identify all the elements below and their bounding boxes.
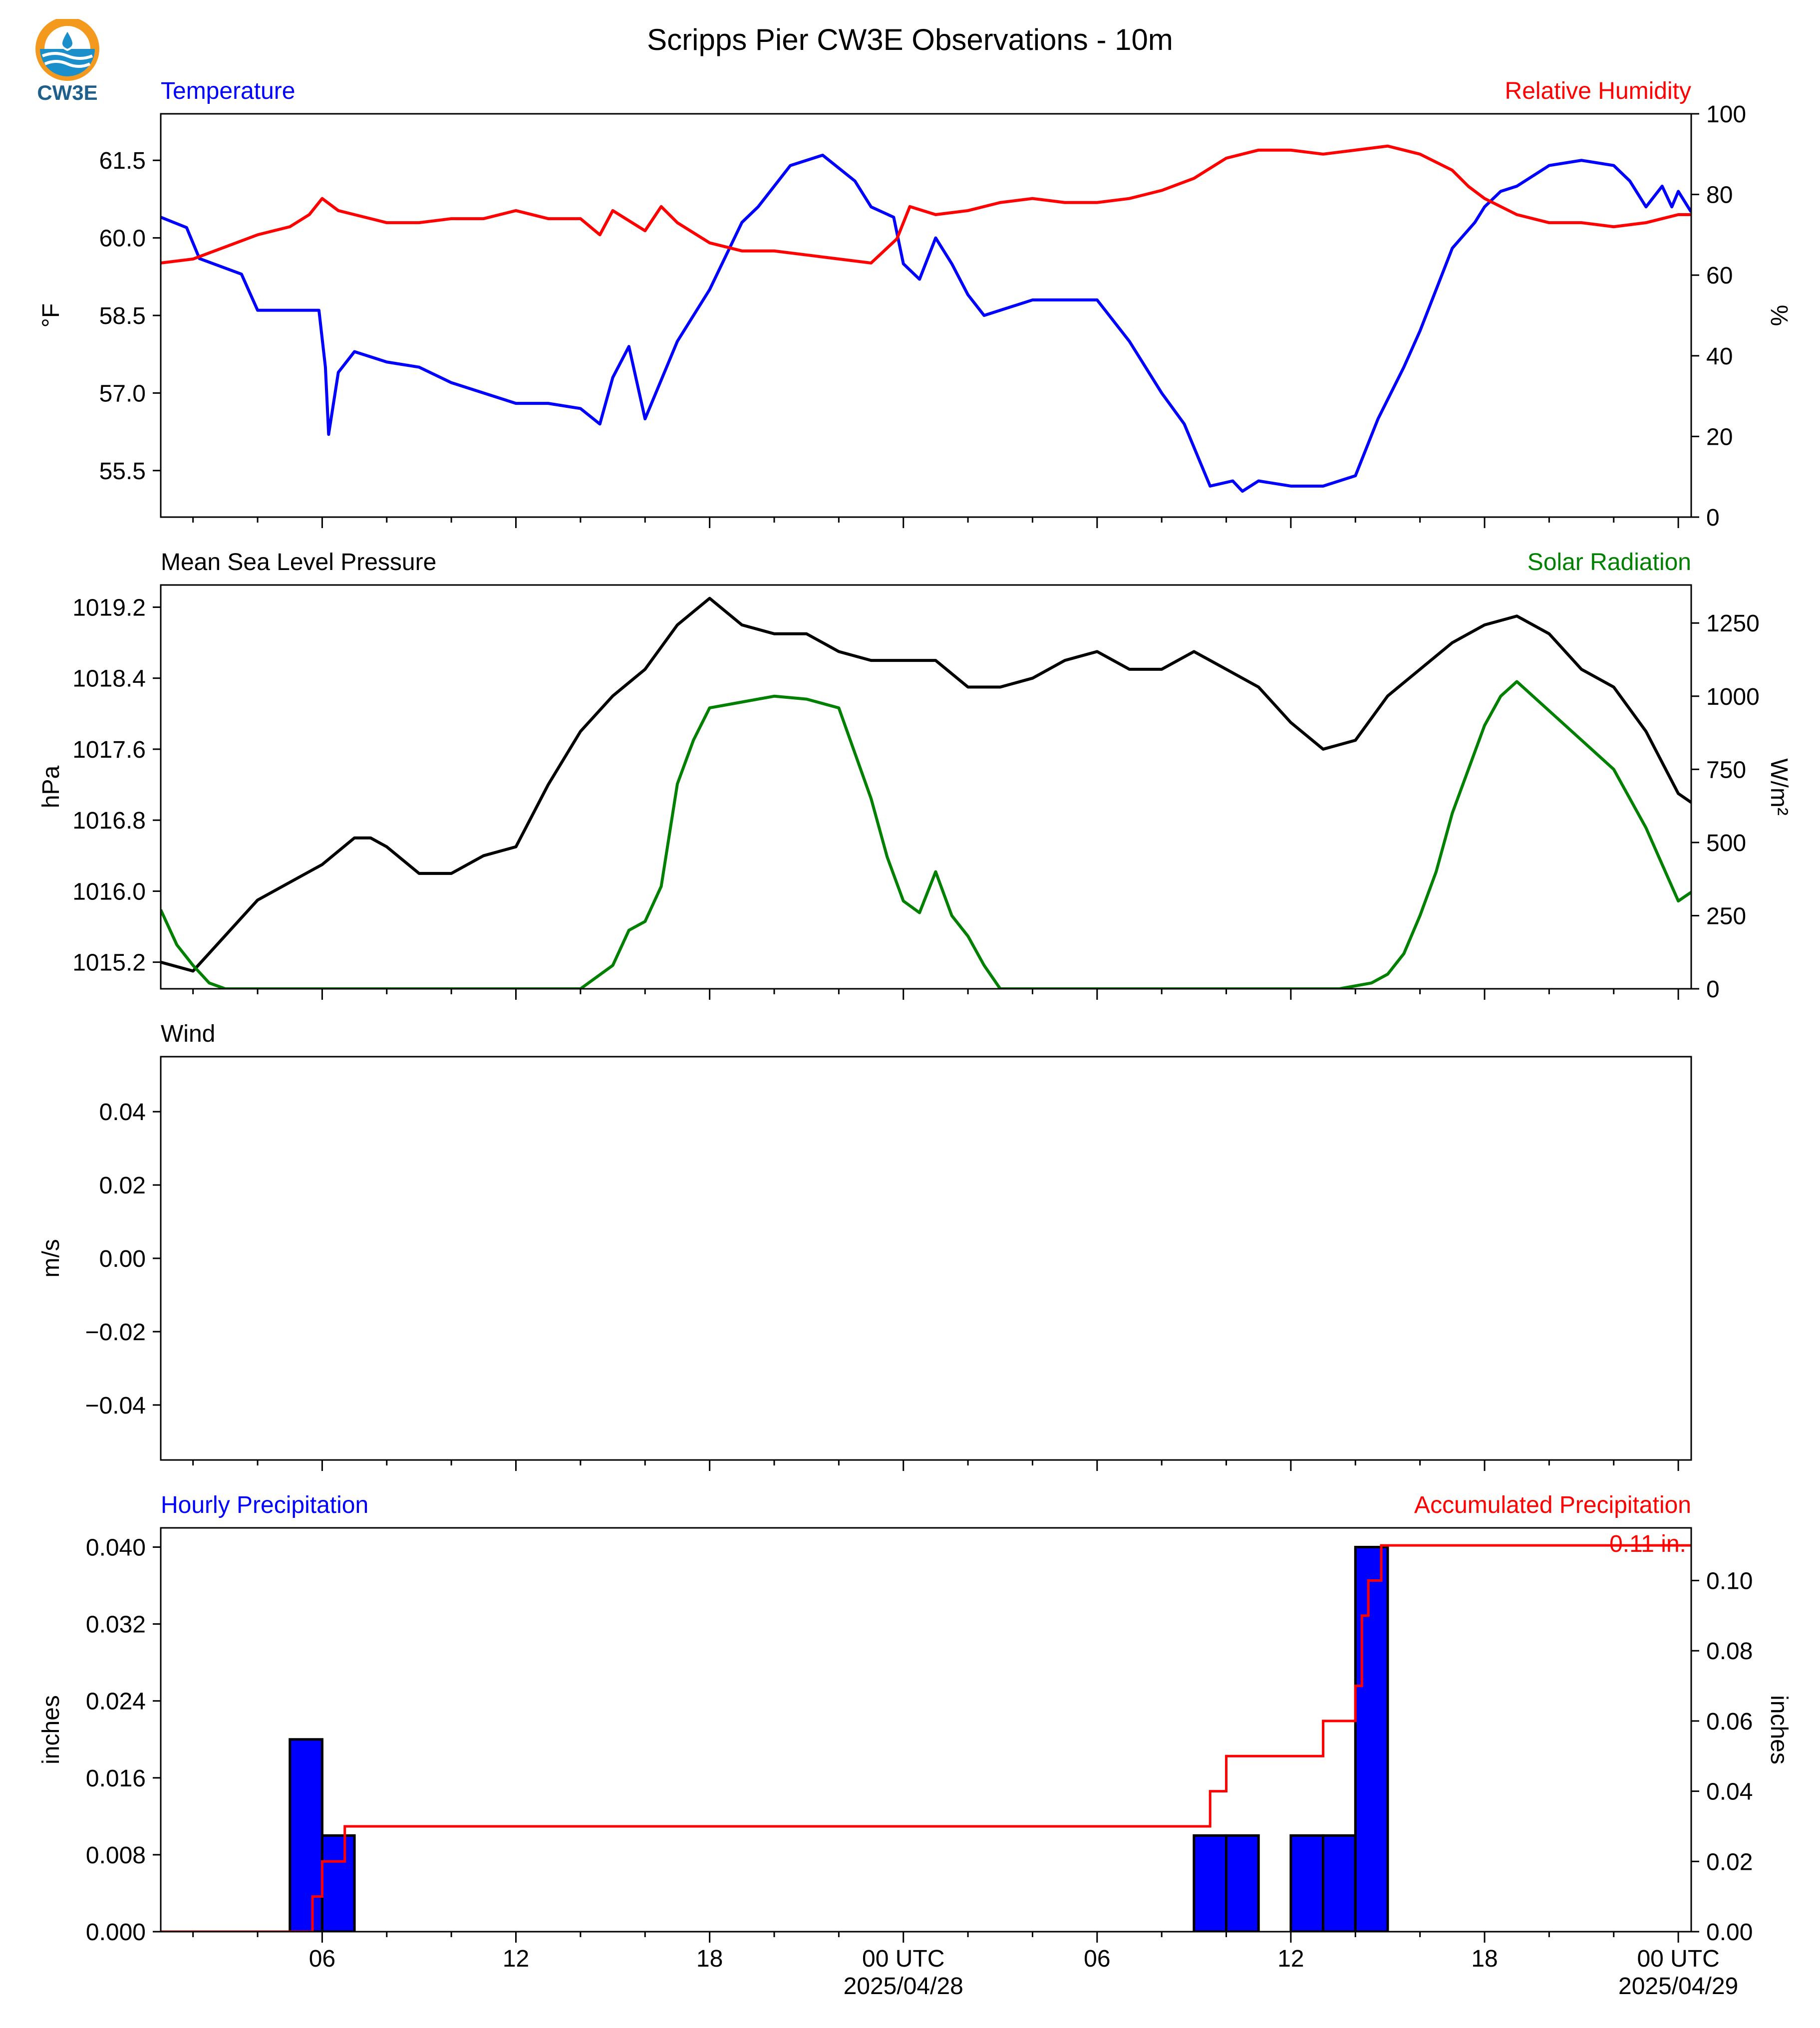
panel-right-title: Relative Humidity	[1505, 78, 1691, 104]
logo-text: CW3E	[37, 81, 97, 104]
right-axis-label: %	[1766, 305, 1792, 326]
panel-frame	[160, 584, 1692, 990]
left-tick-label: 0.032	[86, 1612, 146, 1638]
right-tick-label: 60	[1706, 263, 1733, 289]
right-tick-label: 80	[1706, 182, 1733, 209]
left-axis-label: °F	[38, 303, 64, 328]
right-tick-label: 1250	[1706, 610, 1760, 637]
right-tick-label: 750	[1706, 757, 1746, 783]
right-tick-label: 100	[1706, 101, 1746, 128]
x-tick-label: 00 UTC	[862, 1946, 944, 1972]
right-tick-label: 500	[1706, 830, 1746, 857]
left-tick-label: 1017.6	[72, 737, 146, 763]
left-tick-label: 60.0	[99, 226, 146, 252]
x-date-label: 2025/04/29	[1618, 1973, 1738, 2000]
left-tick-label: −0.02	[85, 1319, 146, 1346]
accumulated-total-label: 0.11 in.	[1609, 1531, 1686, 1557]
x-tick-label: 18	[696, 1946, 723, 1972]
left-tick-label: 0.040	[86, 1535, 146, 1561]
right-tick-label: 0.06	[1706, 1709, 1753, 1735]
plot-area	[161, 144, 1691, 493]
right-tick-label: 0.04	[1706, 1779, 1753, 1805]
series-line-primary	[161, 153, 1691, 493]
series-line-secondary	[161, 680, 1691, 989]
panel-left-title: Temperature	[161, 78, 295, 104]
panel-frame	[160, 113, 1692, 518]
right-tick-label: 0.00	[1706, 1919, 1753, 1946]
panel-pressure_solar: Mean Sea Level Pressure Solar Radiation hP…	[38, 549, 1792, 1003]
left-tick-label: 0.04	[99, 1099, 146, 1126]
left-tick-label: 0.016	[86, 1765, 146, 1792]
right-axis-label: inches	[1766, 1695, 1792, 1764]
right-tick-label: 1000	[1706, 684, 1760, 710]
left-tick-label: 0.02	[99, 1172, 146, 1199]
precip-bar	[1322, 1834, 1357, 1932]
panel-right-title: Solar Radiation	[1527, 549, 1691, 576]
x-tick-label: 18	[1471, 1946, 1498, 1972]
left-tick-label: 58.5	[99, 303, 146, 329]
panel-left-title: Hourly Precipitation	[161, 1492, 368, 1518]
plot-area	[161, 596, 1691, 989]
left-tick-label: 0.024	[86, 1689, 146, 1715]
left-tick-label: 1015.2	[72, 950, 146, 976]
precip-bar	[1354, 1546, 1389, 1932]
panel-right-title: Accumulated Precipitation	[1414, 1492, 1691, 1518]
left-tick-label: −0.04	[85, 1393, 146, 1419]
x-tick-label: 12	[503, 1946, 529, 1972]
right-tick-label: 0.10	[1706, 1568, 1753, 1595]
left-tick-label: 0.000	[86, 1919, 146, 1946]
precip-bar	[1193, 1834, 1228, 1932]
plot-area	[161, 1544, 1691, 1932]
right-tick-label: 0.02	[1706, 1849, 1753, 1875]
panel-frame	[160, 1527, 1692, 1933]
right-tick-label: 20	[1706, 424, 1733, 450]
panel-frame	[160, 1056, 1692, 1461]
precip-bar	[320, 1834, 356, 1932]
right-tick-label: 0	[1706, 505, 1720, 531]
left-tick-label: 61.5	[99, 148, 146, 174]
x-date-label: 2025/04/28	[844, 1973, 963, 2000]
left-tick-label: 0.00	[99, 1246, 146, 1272]
panels: Temperature Relative Humidity °F % 61.5 60.0 5…	[38, 78, 1792, 2000]
right-axis-label: W/m²	[1766, 758, 1792, 816]
precip-bar	[1289, 1834, 1325, 1932]
left-tick-label: 55.5	[99, 458, 146, 485]
right-tick-label: 0.08	[1706, 1638, 1753, 1665]
panel-left-title: Mean Sea Level Pressure	[161, 549, 436, 576]
accumulated-precip-line	[161, 1544, 1691, 1932]
precip-bar	[289, 1738, 323, 1932]
panel-temp_rh: Temperature Relative Humidity °F % 61.5 60.0 5…	[38, 78, 1792, 531]
right-tick-label: 250	[1706, 903, 1746, 929]
figure-title: Scripps Pier CW3E Observations - 10m	[647, 23, 1173, 56]
x-tick-label: 12	[1277, 1946, 1304, 1972]
left-tick-label: 57.0	[99, 380, 146, 407]
right-tick-label: 0	[1706, 976, 1720, 1003]
series-line-primary	[161, 596, 1691, 973]
panel-left-title: Wind	[161, 1021, 215, 1047]
panel-precip: Hourly Precipitation Accumulated Precipit…	[38, 1492, 1792, 1946]
left-axis-label: inches	[38, 1695, 64, 1764]
left-axis-label: m/s	[38, 1239, 64, 1277]
cw3e-logo: CW3E	[30, 17, 105, 109]
right-tick-label: 40	[1706, 343, 1733, 370]
left-axis-label: hPa	[38, 765, 64, 808]
series-line-secondary	[161, 144, 1691, 265]
panel-wind: Wind m/s 0.04 0.02 0.00 −0.02 −0.04	[38, 1021, 1692, 1471]
x-tick-label: 00 UTC	[1637, 1946, 1719, 1972]
left-tick-label: 1019.2	[72, 594, 146, 621]
x-tick-label: 06	[309, 1946, 335, 1972]
precip-bar	[1225, 1834, 1260, 1932]
left-tick-label: 1016.8	[72, 808, 146, 834]
logo-drop-icon	[60, 28, 74, 51]
left-tick-label: 1018.4	[72, 666, 146, 692]
left-tick-label: 1016.0	[72, 878, 146, 905]
x-tick-label: 06	[1084, 1946, 1110, 1972]
left-tick-label: 0.008	[86, 1842, 146, 1869]
